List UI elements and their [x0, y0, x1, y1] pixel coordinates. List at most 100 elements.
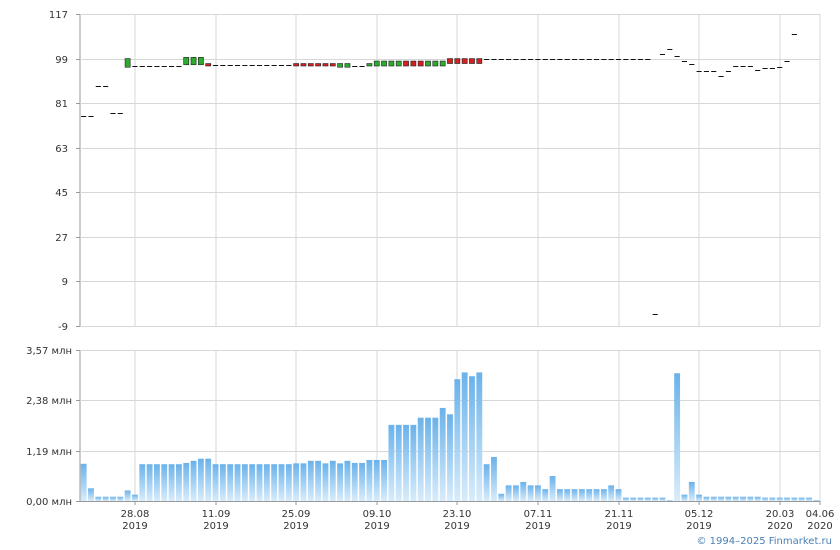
volume-bar — [454, 379, 461, 501]
volume-bar — [285, 464, 292, 501]
volume-bar — [227, 464, 234, 501]
volume-bar — [168, 464, 175, 501]
volume-bar — [439, 407, 446, 501]
volume-bar — [754, 496, 761, 501]
volume-bar — [718, 496, 725, 501]
volume-bar — [505, 485, 512, 501]
volume-bar — [344, 460, 351, 501]
volume-bar — [732, 496, 739, 501]
x-tick-label-date: 05.12 — [685, 509, 714, 520]
volume-bar — [337, 463, 344, 501]
price-candle — [322, 63, 329, 67]
volume-bar — [740, 496, 746, 501]
volume-bar — [212, 464, 219, 501]
volume-bar — [637, 497, 644, 501]
price-y-tick-label: 27 — [55, 233, 68, 244]
volume-bar — [395, 424, 402, 501]
volume-bar — [725, 496, 732, 501]
x-tick-label-date: 04.06 — [806, 509, 835, 520]
volume-bar — [425, 417, 431, 501]
price-y-tick-label: 9 — [62, 277, 68, 288]
price-candle — [381, 60, 387, 67]
volume-bar — [263, 464, 270, 501]
volume-y-tick-label: 1,19 млн — [26, 447, 72, 458]
volume-bar — [95, 496, 102, 501]
price-candle — [337, 63, 343, 68]
volume-bar — [102, 496, 109, 501]
volume-bar — [630, 497, 637, 501]
volume-bar — [366, 459, 373, 501]
volume-bar — [175, 464, 182, 501]
price-y-tick-label: 99 — [55, 55, 68, 66]
volume-bar — [110, 496, 116, 501]
volume-bar — [403, 424, 409, 501]
volume-bar — [315, 460, 322, 501]
volume-bar — [644, 497, 651, 501]
volume-bar — [300, 463, 307, 501]
x-tick-label-year: 2019 — [525, 521, 550, 532]
volume-bar — [798, 497, 805, 501]
volume-bar — [447, 414, 453, 501]
volume-bar — [498, 493, 505, 501]
copyright-footer[interactable]: © 1994–2025 Finmarket.ru — [696, 536, 832, 547]
price-candle — [410, 60, 417, 67]
volume-bar — [681, 494, 688, 501]
volume-bar — [359, 462, 366, 501]
volume-bar — [139, 464, 146, 501]
price-candle — [183, 57, 190, 66]
x-tick-label-year: 2020 — [767, 521, 792, 532]
x-tick-label-year: 2020 — [807, 521, 832, 532]
volume-bar — [534, 485, 541, 501]
volume-bar — [527, 485, 534, 501]
price-candle — [388, 60, 395, 67]
volume-bar — [652, 497, 659, 501]
volume-bar — [271, 464, 278, 501]
volume-bar — [549, 476, 556, 501]
volume-bar — [88, 488, 94, 501]
volume-bar — [241, 464, 248, 501]
price-y-tick-label: -9 — [58, 322, 68, 333]
volume-bar — [219, 464, 226, 501]
price-candle — [344, 63, 351, 68]
volume-bar — [293, 463, 300, 501]
volume-bar — [381, 459, 387, 501]
price-candle — [425, 60, 431, 67]
volume-bar — [461, 372, 468, 501]
volume-bar — [593, 489, 600, 501]
volume-y-tick-label: 2,38 млн — [26, 396, 72, 407]
price-candle — [395, 60, 402, 67]
volume-bar — [564, 489, 571, 501]
volume-bar — [784, 497, 790, 501]
volume-bar — [586, 489, 593, 501]
volume-bar — [197, 458, 204, 501]
x-tick-label-date: 21.11 — [605, 509, 634, 520]
volume-bar — [520, 481, 527, 501]
volume-bar — [696, 494, 703, 501]
volume-bar — [813, 500, 820, 501]
price-candle — [205, 63, 212, 67]
volume-bar — [183, 462, 190, 501]
x-tick-label-year: 2019 — [606, 521, 631, 532]
volume-bar — [432, 417, 439, 501]
x-tick-label-year: 2019 — [122, 521, 147, 532]
volume-bar — [806, 497, 812, 501]
volume-bar — [571, 489, 578, 501]
volume-y-tick-label: 0,00 млн — [26, 497, 72, 508]
volume-bar — [513, 485, 519, 501]
price-candle — [403, 60, 409, 67]
volume-bar — [124, 490, 131, 501]
volume-bar — [234, 464, 241, 501]
price-y-tick-label: 45 — [55, 188, 68, 199]
volume-bar — [388, 424, 395, 501]
volume-bar — [600, 489, 607, 501]
volume-bar — [322, 463, 329, 501]
price-candle — [447, 58, 453, 64]
volume-bar — [622, 497, 629, 501]
volume-bar — [161, 464, 168, 501]
volume-bar — [417, 417, 424, 501]
volume-bar — [666, 500, 673, 501]
price-candle — [307, 63, 314, 67]
volume-bar — [747, 496, 754, 501]
volume-bar — [351, 462, 358, 501]
